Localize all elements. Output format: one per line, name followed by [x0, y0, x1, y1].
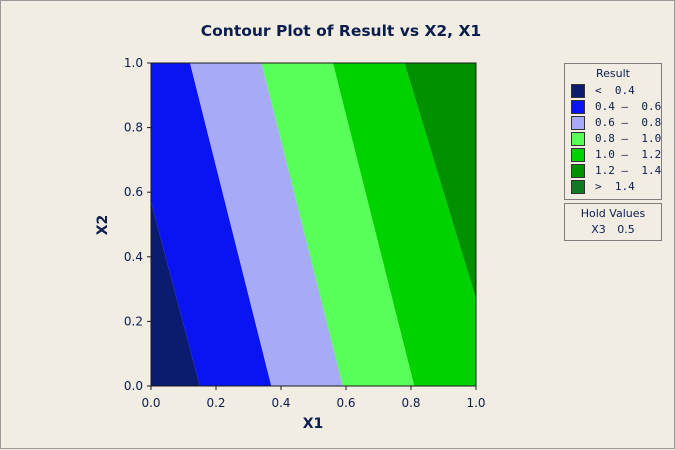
hold-value-name: X3: [591, 223, 606, 236]
y-tick-label: 0.0: [124, 379, 143, 393]
legend-item: 1.0 – 1.2: [571, 148, 662, 162]
hold-value-row: X3 0.5: [565, 223, 661, 236]
y-tick-label: 0.8: [124, 121, 143, 135]
legend-item: 0.6 – 0.8: [571, 116, 662, 130]
legend-label: 0.4 – 0.6: [595, 100, 662, 113]
legend-swatch: [571, 116, 585, 130]
legend-label: 0.6 – 0.8: [595, 116, 662, 129]
contour-region-6: [404, 63, 476, 299]
x-tick-label: 0.6: [336, 396, 355, 410]
legend-swatch: [571, 84, 585, 98]
y-tick-label: 0.4: [124, 250, 143, 264]
x-tick-label: 1.0: [466, 396, 485, 410]
legend-swatch: [571, 132, 585, 146]
legend-item: 0.8 – 1.0: [571, 132, 662, 146]
legend-label: 1.0 – 1.2: [595, 148, 662, 161]
hold-value-value: 0.5: [617, 223, 635, 236]
contour-region-3: [190, 63, 343, 386]
legend-swatch: [571, 100, 585, 114]
chart-title: Contour Plot of Result vs X2, X1: [200, 22, 482, 40]
legend-label: > 1.4: [595, 180, 635, 193]
contour-region-4: [261, 63, 415, 386]
x-tick-label: 0.8: [401, 396, 420, 410]
legend-swatch: [571, 164, 585, 178]
legend-item: 1.2 – 1.4: [571, 164, 662, 178]
legend-item: < 0.4: [571, 84, 657, 98]
contour-region-2: [151, 63, 272, 386]
legend-label: 1.2 – 1.4: [595, 164, 662, 177]
contour-region-5: [333, 63, 476, 386]
x-tick-label: 0.0: [141, 396, 160, 410]
legend-swatch: [571, 180, 585, 194]
y-tick-label: 0.2: [124, 314, 143, 328]
hold-values-box: Hold Values X3 0.5: [564, 203, 662, 241]
legend-swatch: [571, 148, 585, 162]
legend-item: > 1.4: [571, 180, 657, 194]
legend-title: Result: [596, 67, 630, 80]
contour-region-1: [151, 201, 200, 386]
x-tick-label: 0.2: [206, 396, 225, 410]
x-tick-label: 0.4: [271, 396, 290, 410]
x-axis-label: X1: [303, 416, 324, 432]
legend: Result < 0.4 0.4 – 0.6 0.6 – 0.8 0.8 – 1.0 1…: [564, 63, 662, 200]
legend-item: 0.4 – 0.6: [571, 100, 662, 114]
plot-area-border: [150, 62, 477, 387]
legend-label: < 0.4: [595, 84, 635, 97]
legend-label: 0.8 – 1.0: [595, 132, 662, 145]
y-tick-label: 1.0: [124, 56, 143, 70]
y-tick-label: 0.6: [124, 185, 143, 199]
y-axis-label: X2: [95, 215, 111, 236]
hold-values-title: Hold Values: [580, 207, 646, 220]
